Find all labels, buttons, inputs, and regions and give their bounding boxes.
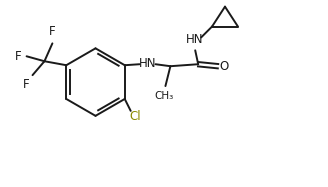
Text: HN: HN	[185, 33, 203, 46]
Text: Cl: Cl	[130, 110, 141, 123]
Text: CH₃: CH₃	[155, 91, 174, 101]
Text: F: F	[23, 78, 30, 91]
Text: O: O	[219, 60, 229, 73]
Text: F: F	[15, 50, 22, 63]
Text: F: F	[49, 25, 56, 38]
Text: HN: HN	[139, 57, 156, 70]
